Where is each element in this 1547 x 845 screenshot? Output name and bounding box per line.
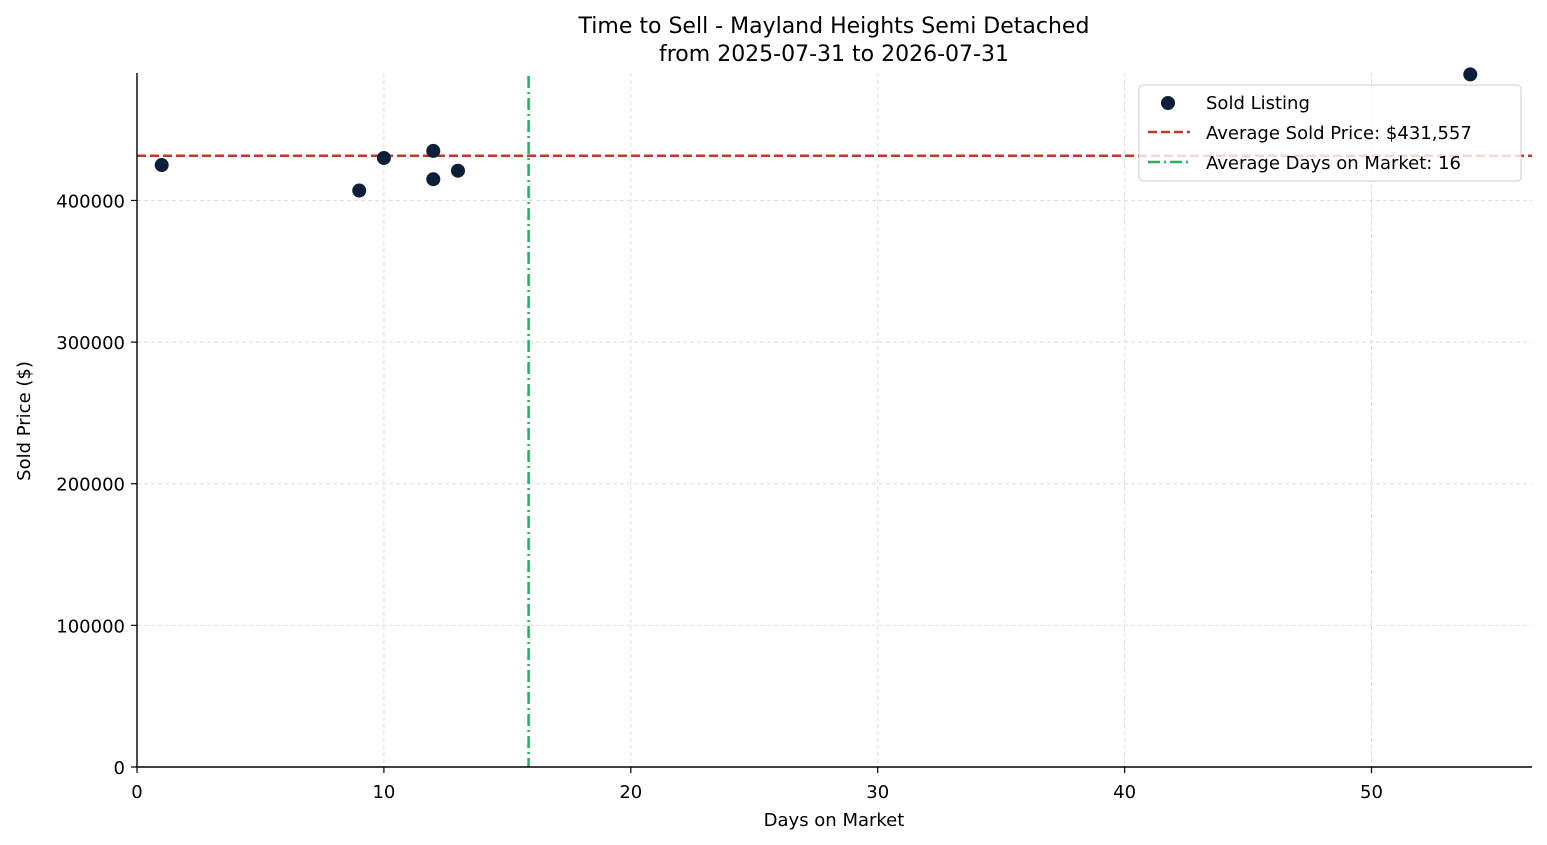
grid-lines bbox=[137, 73, 1532, 767]
x-tick-label: 10 bbox=[372, 782, 395, 803]
data-point bbox=[1463, 67, 1478, 82]
legend-label-average-price: Average Sold Price: $431,557 bbox=[1206, 123, 1472, 144]
legend: Sold Listing Average Sold Price: $431,55… bbox=[1138, 84, 1522, 182]
data-point bbox=[450, 163, 465, 178]
x-tick-label: 0 bbox=[131, 782, 142, 803]
data-point bbox=[376, 150, 391, 165]
data-point bbox=[154, 158, 169, 173]
legend-label-average-days: Average Days on Market: 16 bbox=[1206, 153, 1461, 174]
data-point bbox=[426, 172, 441, 187]
y-tick-label: 100000 bbox=[56, 616, 125, 637]
data-point bbox=[426, 143, 441, 158]
data-point bbox=[352, 183, 367, 198]
legend-box bbox=[1138, 84, 1522, 182]
y-axis-label: Sold Price ($) bbox=[14, 361, 35, 481]
x-axis-label: Days on Market bbox=[764, 810, 905, 831]
x-tick-label: 20 bbox=[619, 782, 642, 803]
x-tick-label: 40 bbox=[1113, 782, 1136, 803]
y-tick-label: 200000 bbox=[56, 475, 125, 496]
tick-labels: 0 10 20 30 40 50 0 100000 200000 300000 400000 bbox=[56, 191, 1383, 803]
y-tick-label: 400000 bbox=[56, 191, 125, 212]
x-tick-label: 50 bbox=[1360, 782, 1383, 803]
data-points bbox=[154, 67, 1478, 198]
chart-subtitle: from 2025-07-31 to 2026-07-31 bbox=[659, 42, 1009, 67]
x-tick-label: 30 bbox=[866, 782, 889, 803]
legend-marker-sold-listing bbox=[1161, 96, 1175, 110]
chart-title: Time to Sell - Mayland Heights Semi Deta… bbox=[578, 14, 1090, 39]
legend-label-sold-listing: Sold Listing bbox=[1206, 93, 1310, 114]
axes bbox=[131, 73, 1532, 773]
y-tick-label: 300000 bbox=[56, 333, 125, 354]
y-tick-label: 0 bbox=[114, 758, 125, 779]
